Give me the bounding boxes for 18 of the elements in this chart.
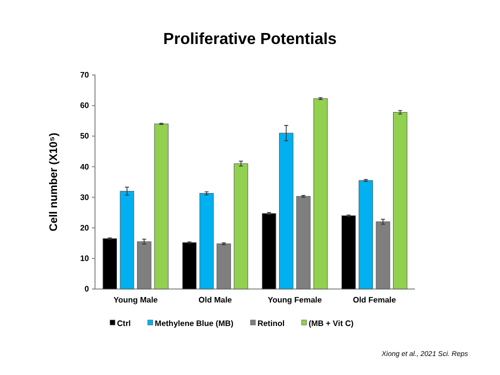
y-tick-label: 50 — [80, 132, 90, 141]
x-tick-label: Old Female — [352, 296, 397, 305]
x-tick-label: Old Male — [198, 296, 232, 305]
legend-label: Ctrl — [117, 319, 131, 328]
chart-title: Proliferative Potentials — [163, 31, 337, 48]
legend-label: Retinol — [257, 319, 285, 328]
y-tick-label: 10 — [80, 254, 90, 263]
y-tick-label: 70 — [80, 70, 90, 80]
y-tick-label: 40 — [80, 162, 90, 172]
y-tick-label: 0 — [84, 284, 90, 294]
y-tick-label: 60 — [80, 101, 90, 110]
y-tick-label: 20 — [80, 223, 90, 232]
legend-label: Methylene Blue (MB) — [154, 319, 234, 328]
y-tick-label: 30 — [80, 192, 90, 202]
x-tick-label: Young Male — [113, 296, 158, 305]
legend-label: (MB + Vit C) — [308, 319, 354, 328]
x-tick-label: Young Female — [268, 296, 322, 305]
y-axis-title: Cell number (X10⁵) — [48, 132, 60, 232]
